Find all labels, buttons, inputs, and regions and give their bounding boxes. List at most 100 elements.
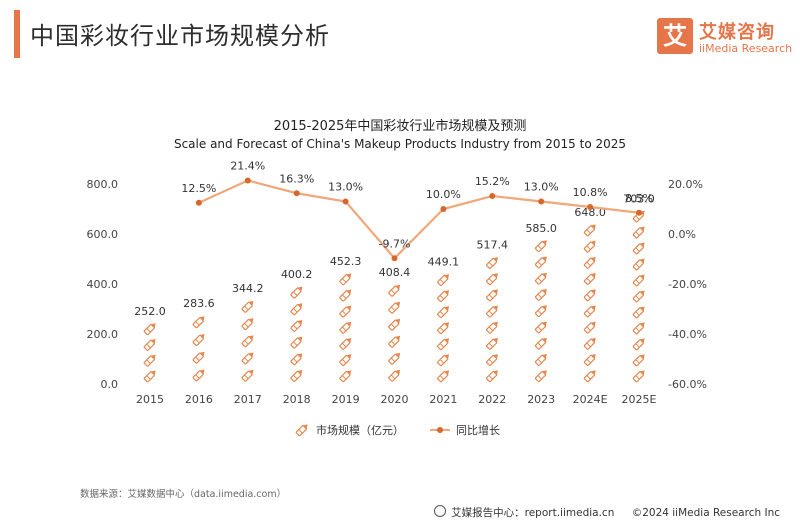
bar-value-label: 648.0 [574,206,606,219]
page-title: 中国彩妆行业市场规模分析 [30,22,330,50]
bar-crayon-icon [241,335,254,348]
footer-copyright: ©2024 iiMedia Research Inc [631,507,780,519]
bar-crayon-icon [388,369,401,382]
growth-value-label: 15.2% [475,175,510,188]
bar-crayon-icon [290,303,303,316]
bar-crayon-icon [290,370,303,382]
bar-crayon-icon [192,351,205,364]
bar-crayon-icon [583,370,596,383]
bar-crayon-icon [437,322,450,335]
chart-title: 2015-2025年中国彩妆行业市场规模及预测 [273,119,527,134]
growth-value-label: 10.8% [573,186,608,199]
x-tick-label: 2017 [234,393,262,406]
y-left-tick-label: 400.0 [87,278,119,291]
growth-value-label: 8.5% [625,192,653,205]
bar-crayon-icon [143,323,156,336]
growth-marker [587,204,594,210]
growth-value-label: 13.0% [524,181,559,194]
bar-crayon-icon [632,290,645,303]
bar-crayon-icon [486,257,498,270]
bar-crayon-icon [241,369,254,382]
bar-crayon-icon [583,240,596,253]
bar-crayon-icon [486,289,498,302]
bar-crayon-icon [583,354,596,366]
growth-value-label: 21.4% [230,160,265,173]
title-accent-bar [14,10,20,58]
y-left-tick-label: 800.0 [87,178,119,191]
bar-crayon-icon [388,352,401,365]
bar-crayon-icon [486,370,498,383]
bar-crayon-icon [534,272,547,285]
iimedia-logo: 艾 艾媒咨询 iiMedia Research [657,18,792,62]
logo-subtitle: iiMedia Research [699,42,793,55]
x-tick-label: 2019 [332,393,360,406]
growth-value-label: 13.0% [328,181,363,194]
bar-value-label: 283.6 [183,297,215,310]
bar-crayon-icon [583,256,596,269]
data-source: 数据来源：艾媒数据中心（data.iimedia.com） [80,489,287,500]
bar-crayon-icon [632,354,645,367]
bar-crayon-icon [339,305,352,318]
bar-crayon-icon [583,337,596,350]
bar-crayon-icon [583,289,596,302]
chart-subtitle: Scale and Forecast of China's Makeup Pro… [173,137,627,151]
y-left-tick-label: 0.0 [101,378,119,391]
x-tick-label: 2022 [478,393,506,406]
bar-crayon-icon [632,258,645,271]
y-left-tick-label: 200.0 [87,328,119,341]
bar-value-label: 449.1 [428,256,460,269]
bar-crayon-icon [339,354,352,367]
y-right-tick-label: 20.0% [668,178,703,191]
growth-value-label: 16.3% [279,172,314,185]
y-left-tick-label: 600.0 [87,228,119,241]
growth-marker [489,193,496,199]
bar-crayon-icon [143,338,156,351]
bar-crayon-icon [290,286,303,299]
bar-crayon-icon [290,353,303,366]
bar-value-label: 252.0 [134,305,166,318]
x-tick-label: 2015 [136,393,164,406]
bar-crayon-icon [437,338,450,351]
bar-crayon-icon [241,352,254,365]
logo-name: 艾媒咨询 [699,22,775,43]
legend-line-marker [437,427,443,433]
growth-line [198,179,640,260]
bar-crayon-icon [486,321,498,334]
bar-crayon-icon [486,337,498,350]
x-tick-label: 2016 [185,393,213,406]
y-right-tick-label: 0.0% [668,228,696,241]
bar-crayon-icon [388,335,401,348]
x-tick-label: 2025E [622,393,657,406]
bar-value-label: 517.4 [477,239,509,252]
growth-marker [342,198,349,205]
bar-crayon-icon [583,305,596,318]
growth-marker [195,199,202,206]
x-tick-label: 2018 [283,393,311,406]
y-right-tick-label: -40.0% [668,328,707,341]
bar-crayon-icon [486,354,498,367]
bar-crayon-icon [388,284,401,297]
bar-crayon-icon [290,336,303,349]
bar-crayon-icon [583,321,596,334]
bar-crayon-icon [534,240,547,253]
bar-crayon-icon [192,369,205,382]
bar-crayon-icon [632,322,645,335]
growth-value-label: 10.0% [426,188,461,201]
bar-crayon-icon [486,273,498,286]
bar-crayon-icon [339,370,352,383]
bar-crayon-icon [143,370,156,383]
bar-crayon-icon [339,289,352,302]
bar-crayon-icon [632,242,645,255]
x-tick-label: 2023 [527,393,555,406]
bar-value-label: 703.0 [623,192,655,205]
bar-crayon-icon [534,337,547,350]
footer-report: 艾媒报告中心：report.iimedia.cn [451,507,615,519]
legend-bar-icon [295,424,308,437]
y-right-tick-label: -20.0% [668,278,707,291]
growth-marker [391,255,398,262]
bar-crayon-icon [437,354,450,367]
bar-crayon-icon [290,319,303,332]
bar-crayon-icon [534,370,547,383]
report-center-icon [434,505,447,517]
bar-crayon-icon [534,305,547,318]
